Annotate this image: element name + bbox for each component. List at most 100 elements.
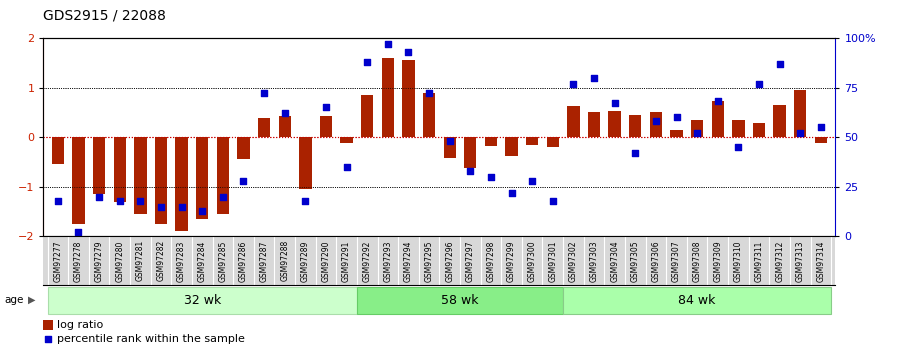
- Text: GSM97300: GSM97300: [528, 240, 537, 282]
- Text: GSM97310: GSM97310: [734, 240, 743, 282]
- Point: [504, 190, 519, 195]
- Text: 32 wk: 32 wk: [184, 294, 221, 307]
- Point: [443, 138, 457, 144]
- Point: [463, 168, 478, 174]
- Point: [772, 61, 786, 67]
- Text: GSM97314: GSM97314: [816, 240, 825, 282]
- Bar: [43, 320, 53, 330]
- Bar: [563, 287, 831, 314]
- Point: [195, 208, 209, 213]
- Bar: [547, 137, 559, 147]
- Text: GSM97313: GSM97313: [795, 240, 805, 282]
- Text: GSM97279: GSM97279: [95, 240, 103, 282]
- Text: GSM97278: GSM97278: [74, 240, 83, 282]
- Bar: [423, 92, 435, 137]
- Text: age: age: [5, 295, 24, 305]
- Bar: [155, 137, 167, 224]
- Bar: [52, 137, 64, 165]
- Text: GSM97294: GSM97294: [404, 240, 413, 282]
- Bar: [588, 112, 600, 137]
- Point: [51, 198, 65, 204]
- Bar: [357, 287, 563, 314]
- Text: GSM97296: GSM97296: [445, 240, 454, 282]
- Bar: [608, 111, 621, 137]
- Bar: [814, 137, 827, 143]
- Text: 84 wk: 84 wk: [679, 294, 716, 307]
- Text: GSM97286: GSM97286: [239, 240, 248, 282]
- Bar: [650, 112, 662, 137]
- Bar: [753, 123, 766, 137]
- Text: GSM97285: GSM97285: [218, 240, 227, 282]
- Point: [670, 115, 684, 120]
- Bar: [505, 137, 518, 156]
- Text: GSM97295: GSM97295: [424, 240, 433, 282]
- Text: GSM97287: GSM97287: [260, 240, 269, 282]
- Text: GSM97301: GSM97301: [548, 240, 557, 282]
- Text: GSM97283: GSM97283: [177, 240, 186, 282]
- Point: [649, 119, 663, 124]
- Point: [483, 174, 498, 180]
- Bar: [794, 90, 806, 137]
- Point: [793, 130, 807, 136]
- Text: GSM97280: GSM97280: [115, 240, 124, 282]
- Point: [731, 144, 746, 150]
- Bar: [48, 287, 357, 314]
- Point: [401, 49, 415, 55]
- Text: log ratio: log ratio: [57, 320, 103, 330]
- Text: GSM97298: GSM97298: [486, 240, 495, 282]
- Text: ▶: ▶: [28, 295, 35, 305]
- Bar: [485, 137, 497, 146]
- Bar: [732, 120, 745, 137]
- Bar: [216, 137, 229, 214]
- Bar: [176, 137, 188, 231]
- Bar: [319, 116, 332, 137]
- Text: GSM97292: GSM97292: [363, 240, 372, 282]
- Text: GSM97304: GSM97304: [610, 240, 619, 282]
- Bar: [361, 95, 374, 137]
- Bar: [93, 137, 105, 194]
- Text: GSM97303: GSM97303: [589, 240, 598, 282]
- Text: GSM97308: GSM97308: [692, 240, 701, 282]
- Text: GSM97288: GSM97288: [281, 240, 290, 282]
- Text: GSM97277: GSM97277: [53, 240, 62, 282]
- Bar: [237, 137, 250, 159]
- Point: [154, 204, 168, 209]
- Bar: [526, 137, 538, 145]
- Point: [628, 150, 643, 156]
- Point: [360, 59, 375, 65]
- Text: 58 wk: 58 wk: [442, 294, 479, 307]
- Bar: [72, 137, 85, 224]
- Text: GSM97290: GSM97290: [321, 240, 330, 282]
- Point: [92, 194, 107, 199]
- Text: GSM97305: GSM97305: [631, 240, 640, 282]
- Point: [298, 198, 312, 204]
- Bar: [402, 60, 414, 137]
- Text: GSM97293: GSM97293: [384, 240, 393, 282]
- Point: [236, 178, 251, 184]
- Point: [586, 75, 601, 80]
- Bar: [300, 137, 311, 189]
- Point: [567, 81, 581, 86]
- Point: [752, 81, 767, 86]
- Text: GSM97297: GSM97297: [466, 240, 475, 282]
- Text: GSM97311: GSM97311: [755, 240, 764, 282]
- Point: [381, 41, 395, 47]
- Bar: [443, 137, 456, 158]
- Point: [133, 198, 148, 204]
- Text: GDS2915 / 22088: GDS2915 / 22088: [43, 9, 167, 23]
- Point: [339, 164, 354, 170]
- Point: [215, 194, 230, 199]
- Text: GSM97302: GSM97302: [569, 240, 578, 282]
- Point: [278, 111, 292, 116]
- Text: GSM97299: GSM97299: [507, 240, 516, 282]
- Bar: [711, 101, 724, 137]
- Bar: [382, 58, 394, 137]
- Point: [175, 204, 189, 209]
- Bar: [464, 137, 477, 168]
- Text: GSM97306: GSM97306: [652, 240, 661, 282]
- Text: GSM97312: GSM97312: [776, 240, 784, 282]
- Point: [319, 105, 333, 110]
- Point: [257, 91, 272, 96]
- Text: GSM97282: GSM97282: [157, 240, 166, 282]
- Text: GSM97284: GSM97284: [197, 240, 206, 282]
